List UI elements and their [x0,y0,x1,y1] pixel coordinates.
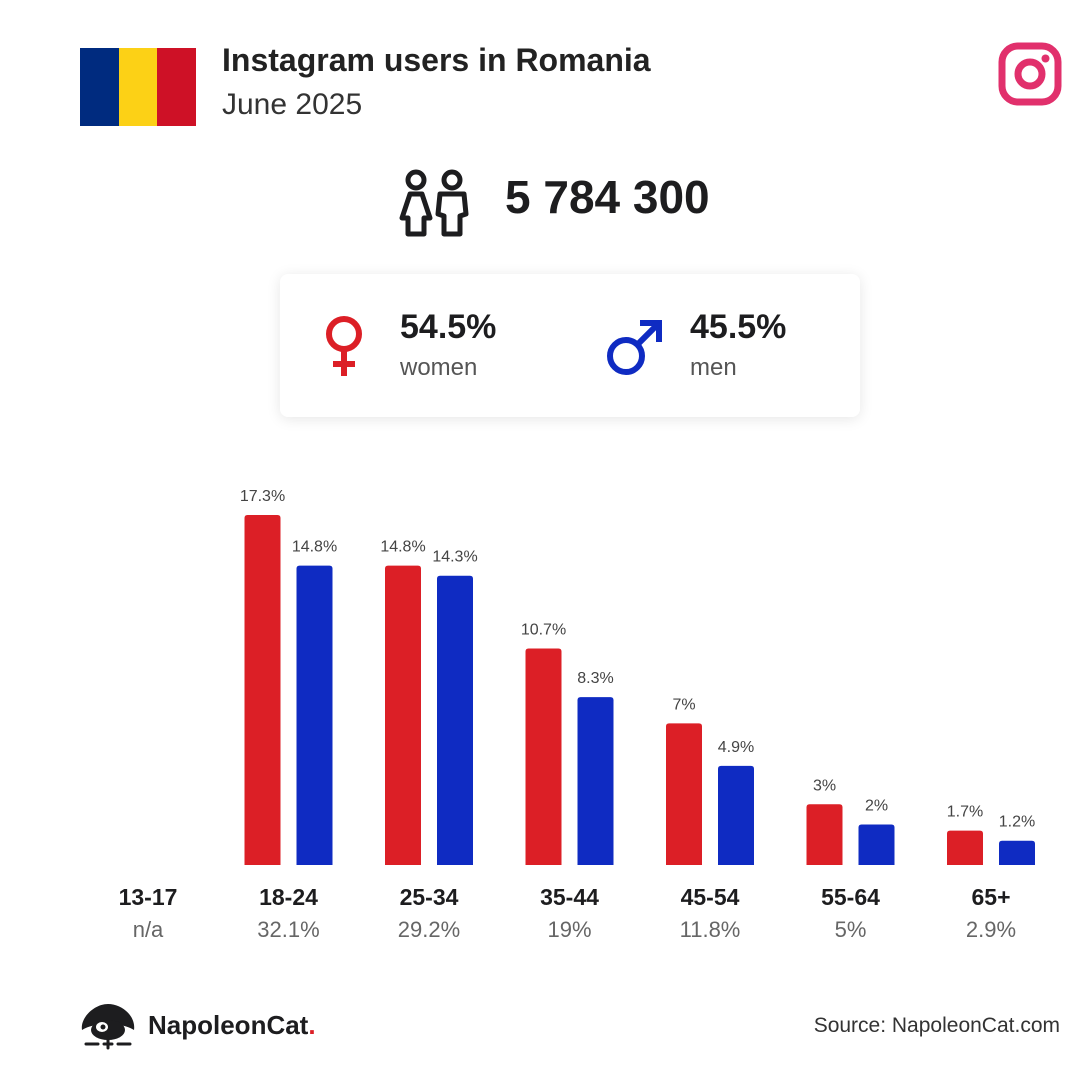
age-gender-bar-chart: 17.3% 14.8% 14.8% 14.3% 10.7% 8.3% 7% 4.9% 3% 2% 1… [240,488,1035,865]
source-text: Source: NapoleonCat.com [813,1014,1060,1037]
total-users: 5 784 300 [505,171,710,223]
bar-label-men-55-64: 2% [865,798,888,815]
male-icon [607,320,662,375]
page-title: Instagram users in Romania [222,42,651,78]
bar-women-25-34 [385,565,421,865]
bar-label-men-65+: 1.2% [999,814,1035,831]
bar-men-65+ [999,840,1035,865]
users-icon [399,169,469,237]
napoleoncat-logo-icon [81,1004,135,1050]
age-group-label: 55-64 [821,884,880,910]
bar-label-men-18-24: 14.8% [292,539,337,556]
age-group-total: 5% [834,917,867,942]
age-group-total: 32.1% [257,917,320,942]
age-group-55-64: 55-64 5% [791,884,911,943]
bar-label-men-25-34: 14.3% [432,549,477,566]
male-percent: 45.5% [690,308,787,346]
age-group-total: 19% [547,917,592,942]
age-group-total: n/a [132,917,164,942]
age-group-25-34: 25-34 29.2% [369,884,489,943]
bar-women-45-54 [666,723,702,865]
gender-card [280,274,860,417]
age-group-total: 11.8% [679,917,741,942]
bar-label-women-45-54: 7% [672,696,695,713]
bar-label-women-18-24: 17.3% [240,488,285,505]
bar-men-25-34 [437,575,473,865]
bar-women-55-64 [806,804,843,865]
bar-label-men-45-54: 4.9% [718,739,754,756]
page-subtitle: June 2025 [222,88,363,121]
age-group-label: 35-44 [540,884,599,910]
brand-name: NapoleonCat. [148,1010,316,1040]
age-group-total: 29.2% [397,917,461,942]
bar-label-women-65+: 1.7% [947,804,983,821]
age-group-65+: 65+ 2.9% [931,884,1051,943]
bar-women-35-44 [525,648,562,865]
bar-label-women-35-44: 10.7% [521,622,566,639]
romania-flag [80,48,197,126]
age-group-13-17: 13-17 n/a [88,884,208,943]
bar-label-women-55-64: 3% [813,777,836,794]
bar-label-men-35-44: 8.3% [577,670,613,687]
bar-men-18-24 [296,565,333,865]
age-group-label: 25-34 [399,884,459,910]
female-percent: 54.5% [400,308,497,346]
age-group-label: 13-17 [118,884,178,910]
bar-men-55-64 [858,824,895,865]
age-group-label: 18-24 [259,884,318,910]
age-group-35-44: 35-44 19% [510,884,630,943]
bar-women-65+ [947,830,983,865]
bar-women-18-24 [244,515,281,865]
bar-men-35-44 [577,697,614,865]
age-group-total: 2.9% [965,917,1017,942]
age-group-label: 45-54 [680,884,740,910]
bar-label-women-25-34: 14.8% [380,539,425,556]
instagram-icon [998,42,1062,106]
male-label: men [690,354,737,381]
bar-men-45-54 [718,765,754,865]
age-group-45-54: 45-54 11.8% [650,884,770,943]
age-group-18-24: 18-24 32.1% [229,884,349,943]
female-label: women [400,354,478,381]
female-icon [326,316,362,376]
age-group-label: 65+ [971,884,1011,910]
